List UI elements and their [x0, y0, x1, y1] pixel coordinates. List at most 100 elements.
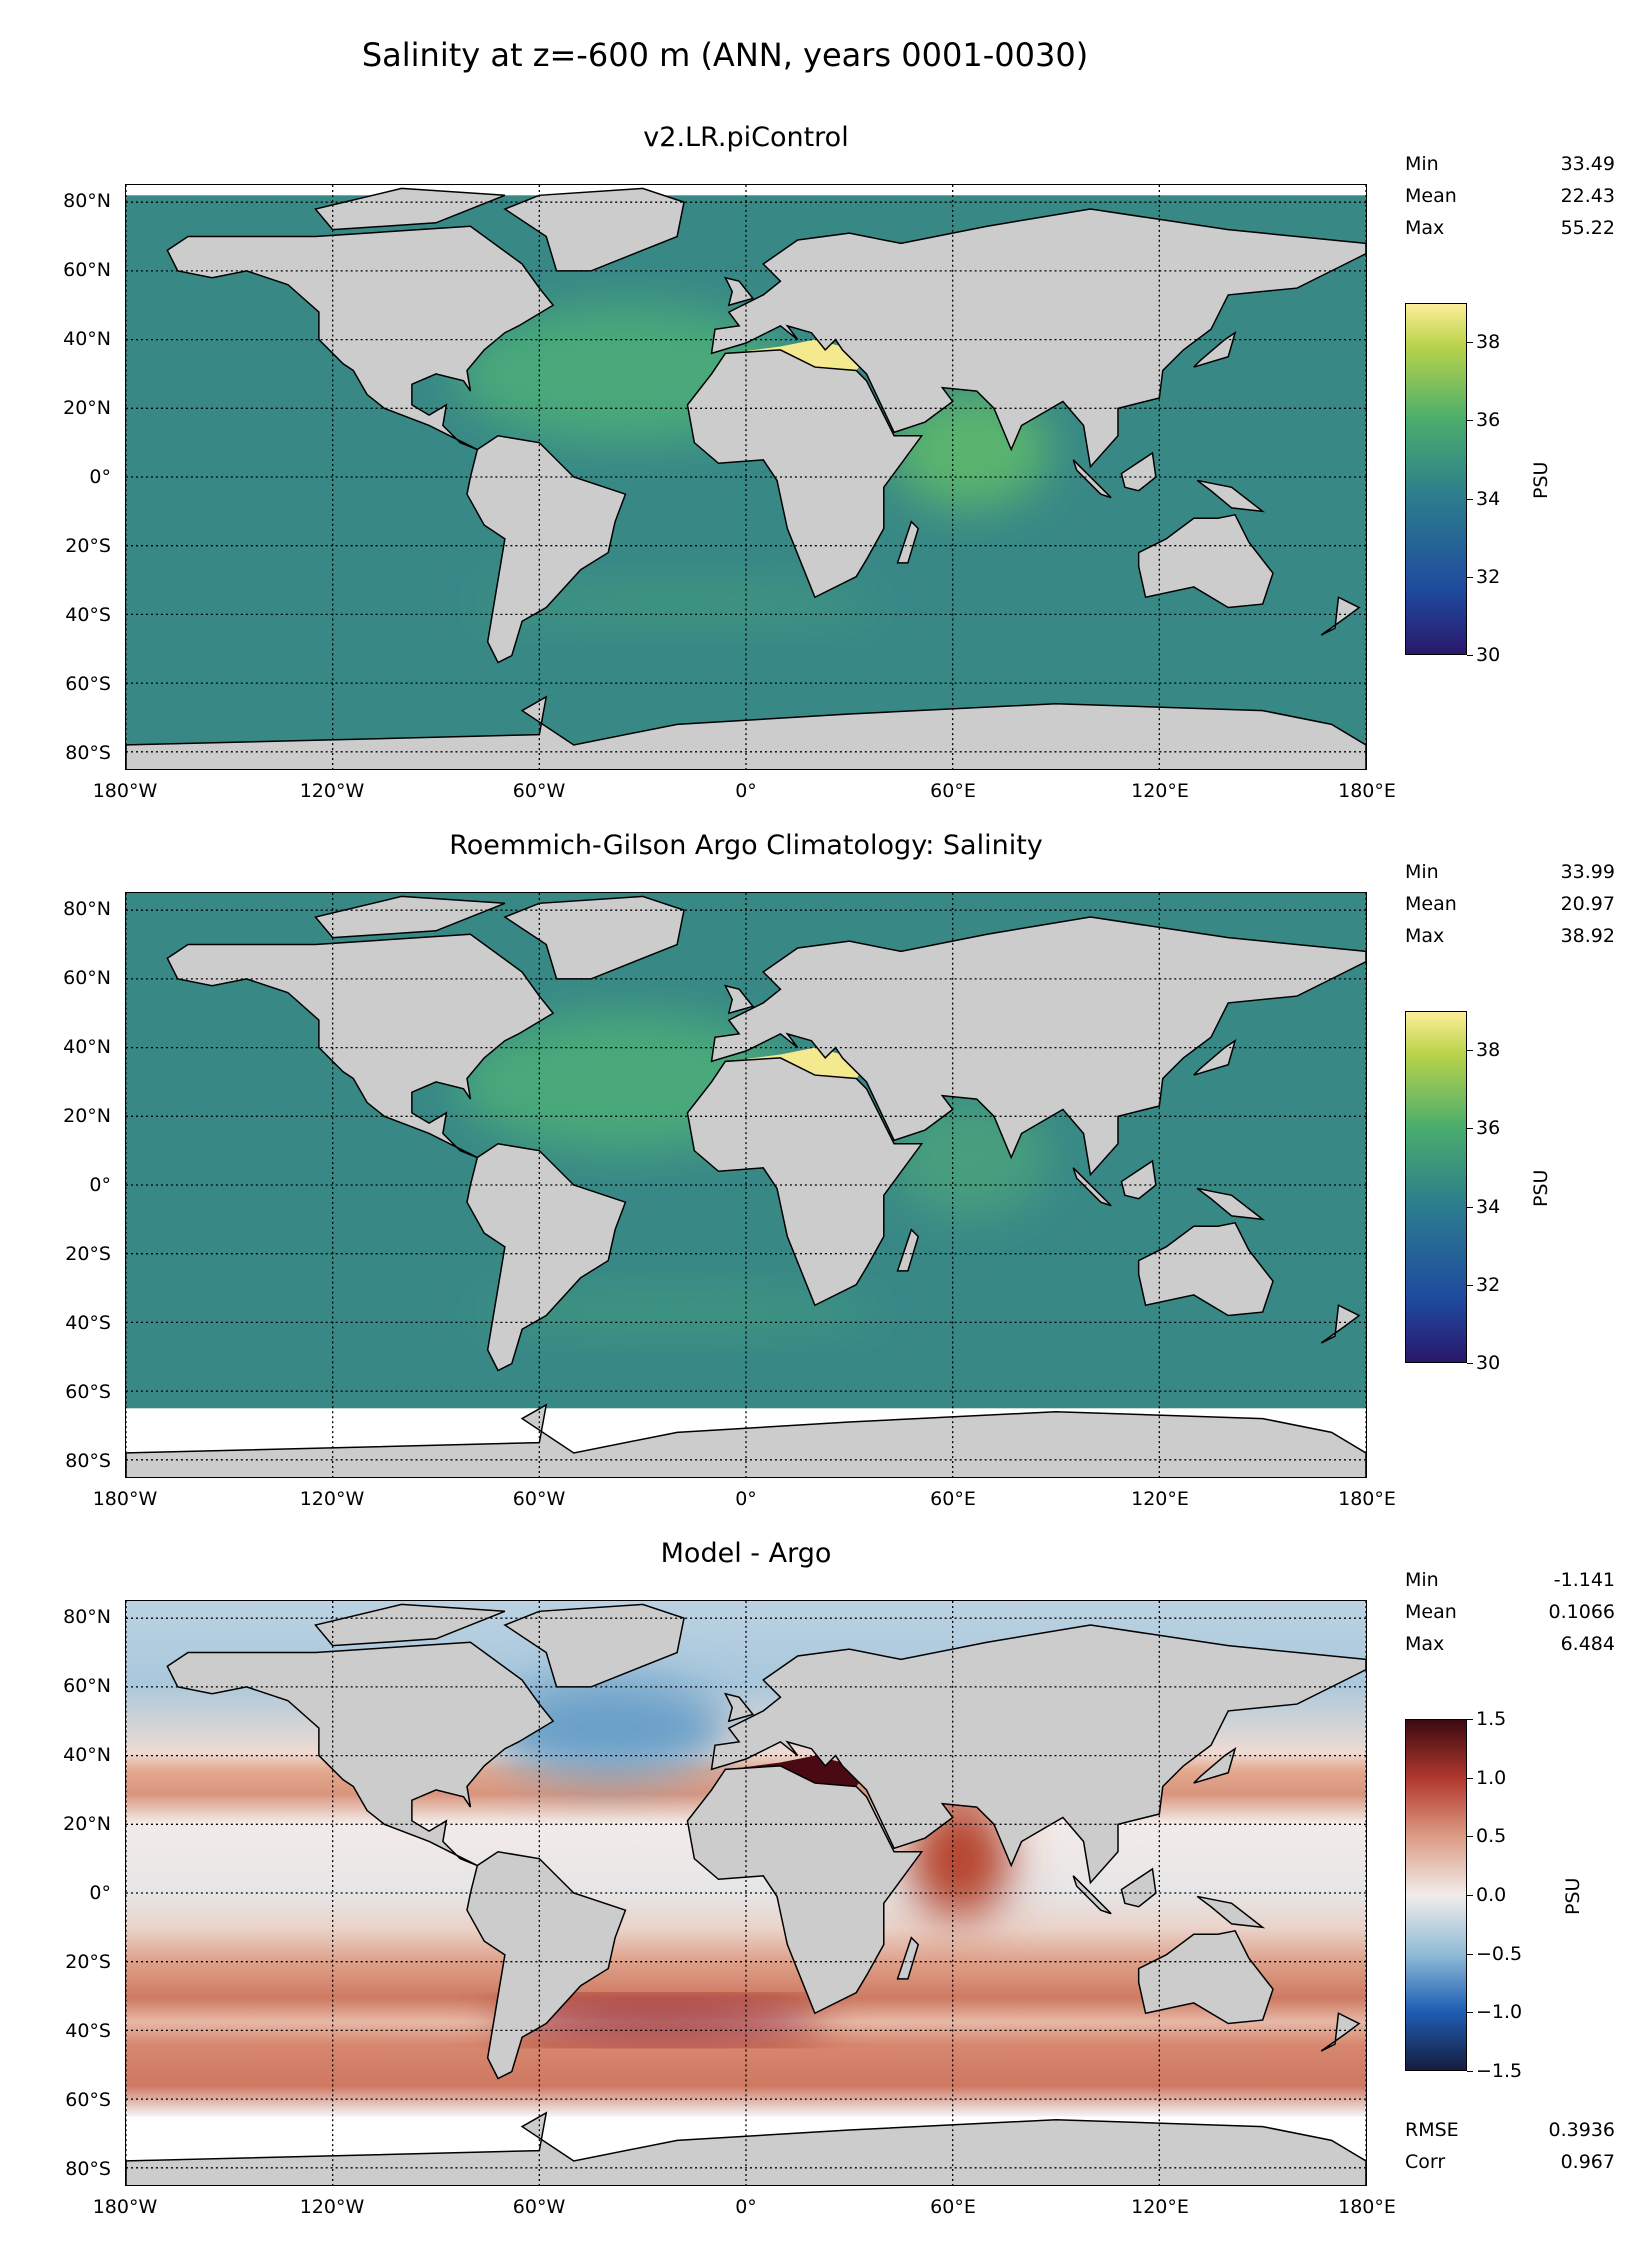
panel-title: Roemmich-Gilson Argo Climatology: Salini…	[449, 830, 1043, 861]
stat-value: -1.141	[1553, 1569, 1615, 1591]
land-south-america	[466, 1142, 627, 1372]
land-uk	[723, 984, 755, 1015]
stat-label: Corr	[1405, 2151, 1446, 2173]
map-axes	[125, 184, 1367, 770]
stat-mean: Mean 20.97	[1405, 888, 1615, 920]
y-tick-label: 20°N	[63, 1105, 111, 1128]
y-tick-label: 40°N	[63, 1036, 111, 1059]
panel-title: Model - Argo	[660, 1538, 832, 1569]
stat-mean: Mean 22.43	[1405, 180, 1615, 212]
y-tick-label: 80°S	[65, 1449, 111, 1472]
y-tick-label: 60°S	[65, 2088, 111, 2111]
stat-min: Min 33.49	[1405, 148, 1615, 180]
y-tick-label: 60°S	[65, 1380, 111, 1403]
land-greenland	[503, 1603, 685, 1688]
colorbar-tick-label: 1.5	[1466, 1708, 1507, 1730]
stat-label: Min	[1405, 861, 1439, 883]
y-tick-label: 80°N	[63, 898, 111, 921]
stat-value: 20.97	[1560, 893, 1615, 915]
map-plot	[126, 1601, 1366, 2185]
land-new-zealand	[1320, 596, 1361, 636]
y-tick-label: 20°N	[63, 397, 111, 420]
stat-corr: Corr 0.967	[1405, 2146, 1615, 2178]
colorbar-tick-label: 32	[1466, 565, 1501, 588]
x-tick-label: 60°E	[930, 2196, 976, 2218]
map-panel-1: v2.LR.piControl 80°N 60°N 40°N 20°N 0° 20°S 40°…	[0, 122, 1651, 884]
stat-max: Max 55.22	[1405, 212, 1615, 244]
stats-box: Min -1.141 Mean 0.1066 Max 6.484	[1405, 1564, 1615, 1660]
stat-label: Min	[1405, 1569, 1439, 1591]
colorbar-tick-label: 30	[1466, 1352, 1501, 1374]
x-tick-label: 120°W	[299, 1488, 365, 1510]
y-tick-label: 80°S	[65, 2157, 111, 2180]
mediterranean	[728, 1047, 870, 1079]
y-tick-label: 0°	[89, 1174, 111, 1196]
gridlines	[126, 185, 1366, 769]
stat-label: Mean	[1405, 1601, 1457, 1623]
x-tick-label: 120°W	[299, 780, 365, 802]
land-sumatra	[1072, 459, 1112, 499]
stat-value: 6.484	[1560, 1633, 1615, 1655]
colorbar	[1405, 303, 1467, 655]
stat-rmse: RMSE 0.3936	[1405, 2114, 1615, 2146]
y-tick-label: 80°N	[63, 190, 111, 213]
land-new-zealand	[1320, 1304, 1361, 1344]
stat-value: 55.22	[1560, 217, 1615, 239]
stat-mean: Mean 0.1066	[1405, 1596, 1615, 1628]
stat-min: Min -1.141	[1405, 1564, 1615, 1596]
y-tick-label: 20°S	[65, 534, 111, 557]
land-south-america	[466, 1850, 627, 2080]
map-panel-2: Roemmich-Gilson Argo Climatology: Salini…	[0, 830, 1651, 1592]
mediterranean	[728, 1755, 870, 1787]
land-arctic-islands	[314, 1603, 506, 1647]
x-tick-label: 180°E	[1338, 780, 1396, 802]
land-north-america	[166, 225, 555, 451]
x-tick-label: 180°W	[92, 1488, 158, 1510]
land-new-guinea	[1196, 479, 1266, 513]
land-south-america	[466, 434, 627, 664]
colorbar-label: PSU	[1530, 461, 1552, 499]
colorbar-tick-label: 38	[1466, 1039, 1501, 1062]
stat-max: Max 38.92	[1405, 920, 1615, 952]
y-tick-label: 20°N	[63, 1813, 111, 1836]
land-eurasia	[710, 208, 1366, 469]
colorbar-tick-label: 38	[1466, 331, 1501, 354]
y-tick-label: 60°N	[63, 259, 111, 282]
land-north-america	[166, 933, 555, 1159]
land-mask	[126, 187, 1366, 769]
land-borneo	[1120, 1159, 1157, 1200]
gridlines	[126, 893, 1366, 1477]
map-plot	[126, 185, 1366, 769]
map-axes	[125, 892, 1367, 1478]
stat-min: Min 33.99	[1405, 856, 1615, 888]
x-tick-label: 180°E	[1338, 2196, 1396, 2218]
land-mask	[126, 1603, 1366, 2185]
stat-label: Mean	[1405, 185, 1457, 207]
land-sumatra	[1072, 1167, 1112, 1207]
y-tick-label: 40°S	[65, 603, 111, 626]
colorbar-tick-label: 0.0	[1466, 1884, 1507, 1906]
land-arctic-islands	[314, 895, 506, 939]
x-tick-label: 60°W	[512, 1488, 566, 1510]
land-uk	[723, 276, 755, 307]
y-tick-label: 40°N	[63, 328, 111, 351]
y-tick-label: 20°S	[65, 1242, 111, 1265]
y-tick-label: 60°N	[63, 967, 111, 990]
colorbar-tick-label: 30	[1466, 644, 1501, 666]
y-tick-label: 60°N	[63, 1675, 111, 1698]
stat-label: Mean	[1405, 893, 1457, 915]
x-tick-label: 0°	[735, 2196, 757, 2218]
map-panel-3: Model - Argo 80°N 60°N 40°N 20°N 0° 20°S 40°S 60…	[0, 1538, 1651, 2265]
stats-box: Min 33.99 Mean 20.97 Max 38.92	[1405, 856, 1615, 952]
land-madagascar	[896, 520, 920, 564]
colorbar-tick-label: 36	[1466, 1117, 1501, 1140]
colorbar-tick-label: 34	[1466, 487, 1501, 510]
y-tick-label: 0°	[89, 466, 111, 488]
land-uk	[723, 1692, 755, 1723]
x-tick-label: 180°W	[92, 2196, 158, 2218]
stat-value: 22.43	[1560, 185, 1615, 207]
x-tick-label: 120°E	[1131, 780, 1189, 802]
colorbar-label: PSU	[1562, 1877, 1584, 1915]
y-tick-label: 20°S	[65, 1950, 111, 1973]
